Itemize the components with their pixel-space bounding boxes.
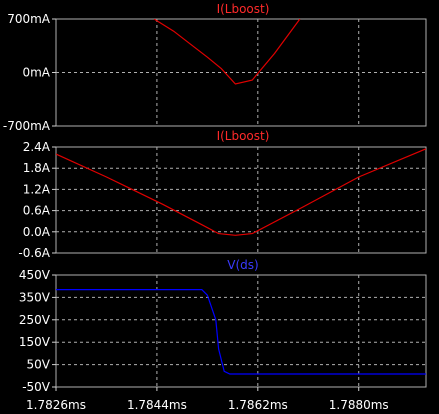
y-tick-label: 0.6A xyxy=(23,204,51,218)
trace-line-2 xyxy=(56,148,426,236)
y-tick-label: 700mA xyxy=(7,12,51,26)
y-tick-label: 2.4A xyxy=(23,140,51,154)
y-tick-label: -50V xyxy=(22,380,51,394)
plot-pane-frame-3 xyxy=(55,274,427,388)
x-tick-label: 1.7862ms xyxy=(228,398,288,412)
y-tick-label: 350V xyxy=(19,290,51,304)
trace-title-3: V(ds) xyxy=(227,258,258,272)
y-tick-label: 150V xyxy=(19,335,51,349)
y-tick-label: 1.2A xyxy=(23,182,51,196)
y-tick-label: 0.0A xyxy=(23,225,51,239)
x-tick-label: 1.7844ms xyxy=(127,398,187,412)
y-tick-label: 1.8A xyxy=(23,161,51,175)
y-tick-label: -0.6A xyxy=(18,246,50,260)
plot-pane-frame-2 xyxy=(55,146,427,254)
x-tick-label: 1.7826ms xyxy=(26,398,86,412)
y-tick-label: -700mA xyxy=(3,119,51,133)
x-tick-label: 1.7880ms xyxy=(329,398,389,412)
trace-title-2: I(Lboost) xyxy=(217,129,270,143)
trace-line-3 xyxy=(56,289,426,375)
y-tick-label: 0mA xyxy=(22,66,50,80)
trace-line-1 xyxy=(153,19,301,85)
y-tick-label: 50V xyxy=(27,358,51,372)
trace-title-1: I(Lboost) xyxy=(217,2,270,16)
y-tick-label: 450V xyxy=(19,268,51,282)
y-tick-label: 250V xyxy=(19,313,51,327)
